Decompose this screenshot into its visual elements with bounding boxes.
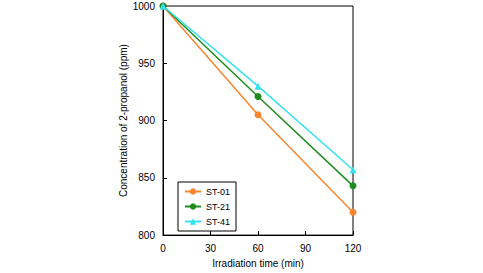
svg-text:1000: 1000 bbox=[133, 1, 156, 12]
svg-text:ST-01: ST-01 bbox=[206, 187, 230, 197]
svg-text:30: 30 bbox=[205, 243, 217, 254]
svg-text:90: 90 bbox=[300, 243, 312, 254]
svg-text:ST-41: ST-41 bbox=[206, 217, 230, 227]
svg-text:Irradiation time (min): Irradiation time (min) bbox=[212, 258, 304, 269]
svg-text:950: 950 bbox=[138, 58, 155, 69]
svg-text:800: 800 bbox=[138, 230, 155, 241]
svg-text:ST-21: ST-21 bbox=[206, 202, 230, 212]
svg-text:60: 60 bbox=[252, 243, 264, 254]
svg-text:0: 0 bbox=[160, 243, 166, 254]
svg-text:Concentration of 2-propanol (p: Concentration of 2-propanol (ppm) bbox=[118, 44, 129, 197]
svg-text:850: 850 bbox=[138, 172, 155, 183]
svg-text:900: 900 bbox=[138, 115, 155, 126]
svg-text:120: 120 bbox=[345, 243, 362, 254]
